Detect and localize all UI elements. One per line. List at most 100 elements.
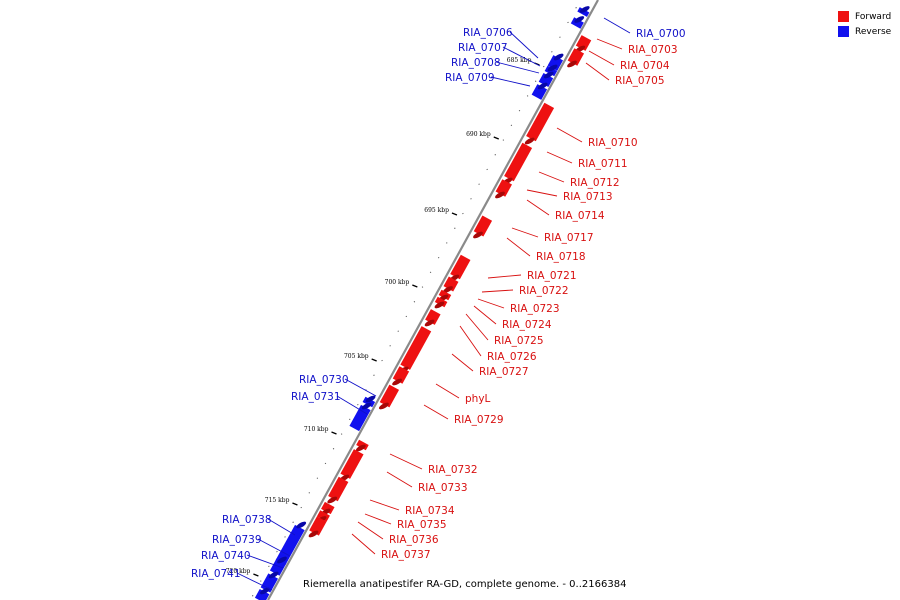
label-leader-line bbox=[369, 499, 400, 511]
label-leader-line bbox=[465, 313, 489, 341]
gene-label: RIA_0740 bbox=[201, 550, 251, 562]
gene-label: RIA_0729 bbox=[454, 414, 504, 426]
label-leader-line bbox=[556, 127, 583, 143]
minor-tick bbox=[324, 462, 327, 465]
kbp-tick-label: 690 kbp bbox=[466, 131, 491, 138]
major-tick bbox=[292, 502, 298, 506]
minor-tick bbox=[543, 65, 545, 68]
gene-label: RIA_0727 bbox=[479, 366, 529, 378]
minor-tick bbox=[348, 418, 351, 421]
kbp-tick-label: 710 kbp bbox=[304, 426, 329, 433]
gene-label: RIA_0717 bbox=[544, 232, 594, 244]
gene-label: RIA_0707 bbox=[458, 42, 508, 54]
forward-gene-block bbox=[400, 326, 432, 370]
gene-label: RIA_0706 bbox=[463, 27, 513, 39]
minor-tick bbox=[494, 154, 496, 156]
gene-block-cap bbox=[579, 6, 590, 13]
gene-blocks bbox=[254, 6, 592, 600]
minor-tick bbox=[462, 212, 464, 215]
minor-tick bbox=[292, 521, 294, 523]
label-leader-line bbox=[509, 31, 539, 59]
label-leader-line bbox=[459, 325, 482, 357]
gene-label: RIA_0725 bbox=[494, 335, 544, 347]
gene-block-cap bbox=[365, 395, 376, 403]
minor-tick bbox=[454, 227, 456, 229]
gene-block-cap bbox=[443, 286, 453, 293]
gene-block-cap bbox=[308, 530, 319, 538]
minor-tick bbox=[405, 315, 408, 318]
gene-block-cap bbox=[296, 521, 307, 529]
minor-tick bbox=[437, 256, 440, 259]
reverse-gene-block bbox=[349, 404, 371, 432]
genome-caption: Riemerella anatipestifer RA-GD, complete… bbox=[303, 579, 627, 590]
forward-gene-block bbox=[392, 366, 410, 384]
gene-label: RIA_0739 bbox=[212, 534, 262, 546]
label-leader-line bbox=[357, 521, 384, 540]
kbp-tick-label: 715 kbp bbox=[265, 497, 290, 504]
minor-tick bbox=[478, 183, 480, 185]
kbp-tick-label: 700 kbp bbox=[385, 279, 410, 286]
gene-label: RIA_0704 bbox=[620, 60, 670, 72]
forward-gene-block bbox=[316, 510, 330, 522]
gene-label: RIA_0724 bbox=[502, 319, 552, 331]
minor-tick bbox=[421, 286, 424, 288]
forward-label: Forward bbox=[855, 11, 892, 22]
forward-gene-block bbox=[473, 215, 493, 237]
forward-gene-block bbox=[450, 254, 471, 280]
gene-block-cap bbox=[553, 53, 564, 61]
reverse-gene-block bbox=[260, 573, 278, 593]
gene-label: RIA_0700 bbox=[636, 28, 686, 40]
label-leader-line bbox=[588, 50, 615, 66]
label-leader-line bbox=[344, 378, 377, 397]
legend-forward: Forward bbox=[838, 9, 891, 24]
gene-block-cap bbox=[277, 556, 287, 564]
label-leader-line bbox=[495, 61, 540, 74]
label-leader-line bbox=[603, 17, 631, 34]
forward-gene-block bbox=[379, 384, 400, 408]
minor-tick bbox=[470, 198, 472, 200]
forward-gene-block bbox=[504, 142, 533, 182]
gene-label: RIA_0732 bbox=[428, 464, 478, 476]
minor-tick bbox=[567, 21, 569, 24]
gene-label: RIA_0718 bbox=[536, 251, 586, 263]
reverse-swatch bbox=[838, 26, 849, 37]
forward-gene-block bbox=[309, 516, 327, 536]
kbp-tick-label: 720 kbp bbox=[226, 568, 251, 575]
reverse-gene-block bbox=[269, 558, 287, 576]
gene-block-cap bbox=[547, 64, 558, 72]
gene-label: RIA_0737 bbox=[381, 549, 431, 561]
major-tick bbox=[412, 284, 418, 288]
label-leader-line bbox=[502, 46, 541, 67]
label-leader-line bbox=[257, 538, 291, 557]
gene-label: RIA_0705 bbox=[615, 75, 665, 87]
minor-tick bbox=[502, 139, 505, 141]
label-leader-line bbox=[487, 274, 522, 279]
forward-swatch bbox=[838, 11, 849, 22]
gene-block-cap bbox=[378, 402, 389, 410]
label-leader-line bbox=[423, 404, 449, 420]
label-leader-line bbox=[596, 38, 623, 50]
reverse-gene-block bbox=[275, 524, 305, 566]
minor-tick bbox=[559, 36, 561, 38]
gene-block-cap bbox=[567, 60, 577, 68]
label-leaders bbox=[236, 17, 631, 591]
gene-block-cap bbox=[434, 301, 445, 309]
gene-labels: RIA_0700 RIA_0703 RIA_0704 RIA_0705 RIA_0706… bbox=[191, 27, 686, 580]
label-leader-line bbox=[364, 513, 392, 525]
label-leader-line bbox=[236, 572, 273, 591]
gene-label: RIA_0733 bbox=[418, 482, 468, 494]
label-leader-line bbox=[389, 453, 423, 470]
minor-tick bbox=[251, 595, 254, 597]
minor-tick bbox=[268, 565, 270, 568]
label-leader-line bbox=[506, 237, 531, 257]
label-leader-line bbox=[336, 395, 368, 415]
minor-tick bbox=[276, 550, 278, 553]
gene-block-cap bbox=[495, 191, 505, 199]
minor-tick bbox=[340, 433, 343, 435]
label-leader-line bbox=[473, 305, 497, 325]
gene-label: RIA_0734 bbox=[405, 505, 455, 517]
gene-label: RIA_0703 bbox=[628, 44, 678, 56]
minor-tick bbox=[332, 448, 335, 450]
genome-axis bbox=[267, 0, 599, 600]
